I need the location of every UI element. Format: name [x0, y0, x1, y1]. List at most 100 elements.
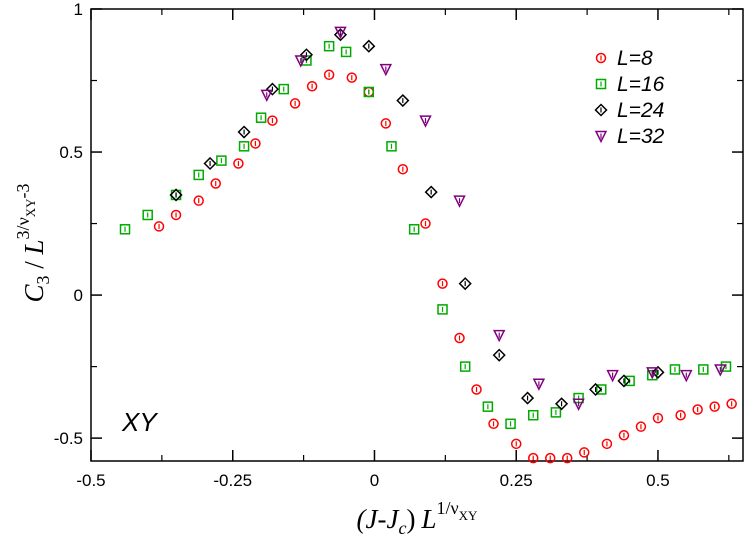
data-point-diamond [617, 374, 631, 388]
data-point-square [323, 40, 335, 52]
data-point-triangle-down [260, 89, 273, 102]
data-point-triangle-down [572, 398, 585, 411]
legend-marker-square [595, 78, 607, 90]
y-tick-label: 0.5 [59, 143, 83, 162]
data-point-square [550, 407, 562, 418]
plot-frame [90, 8, 744, 462]
data-point-circle [510, 438, 522, 450]
x-tick-label: -0.25 [213, 471, 252, 490]
data-point-triangle-down [606, 369, 619, 383]
data-point-square [119, 224, 131, 235]
series-diamond [169, 28, 665, 411]
data-point-diamond [651, 365, 665, 379]
x-axis-label: (J-Jc) L1/νXY [357, 498, 479, 538]
data-point-circle [488, 418, 499, 430]
data-point-diamond [424, 185, 438, 199]
data-point-square [527, 409, 539, 421]
data-point-diamond [203, 156, 217, 171]
legend-label: L=24 [617, 99, 664, 122]
data-point-circle [153, 221, 165, 232]
data-point-circle [193, 195, 204, 206]
data-point-triangle-down [646, 367, 659, 380]
xy-annotation: XY [121, 407, 158, 437]
legend: L=8 L=16 L=24 L=32 [594, 47, 665, 148]
data-series [119, 26, 737, 464]
data-point-square [278, 83, 290, 95]
y-axis-label: C3 / L3/νXY-3 [13, 184, 53, 303]
data-point-square [340, 46, 352, 58]
data-point-circle [420, 218, 431, 229]
data-point-diamond [555, 397, 569, 411]
data-point-circle [709, 401, 720, 412]
data-point-circle [527, 452, 539, 464]
data-point-square [596, 384, 607, 395]
legend-marker-diamond [594, 103, 608, 117]
legend-label: L=16 [617, 73, 665, 96]
data-point-circle [289, 98, 301, 109]
series-triangle-down [260, 26, 727, 411]
data-point-square [698, 364, 709, 375]
data-point-circle [635, 421, 647, 432]
data-point-circle [346, 72, 358, 83]
data-point-circle [692, 404, 703, 415]
x-tick-label: 0.5 [646, 471, 670, 490]
y-tick-label: -0.5 [54, 429, 83, 448]
data-point-circle [323, 69, 335, 81]
data-point-triangle-down [379, 63, 393, 77]
data-point-square [386, 141, 397, 152]
data-point-circle [170, 209, 182, 221]
data-point-circle [267, 115, 278, 126]
series-square [119, 40, 732, 430]
data-point-circle [306, 80, 318, 92]
data-point-circle [579, 447, 590, 458]
y-tick-label: 0 [74, 286, 83, 305]
data-point-diamond [333, 28, 348, 42]
data-point-diamond [265, 82, 279, 96]
data-point-diamond [299, 48, 314, 62]
data-point-diamond [169, 188, 183, 202]
y-tick-label: 1 [74, 0, 83, 19]
data-point-diamond [237, 125, 251, 139]
data-point-triangle-down [680, 369, 693, 383]
data-point-square [408, 224, 420, 235]
data-point-triangle-down [714, 364, 727, 377]
data-point-triangle-down [334, 26, 347, 40]
legend-label: L=8 [617, 47, 653, 70]
data-point-square [624, 375, 635, 387]
legend-label: L=32 [617, 125, 665, 148]
data-point-circle [544, 452, 556, 464]
data-point-circle [561, 452, 573, 464]
legend-marker-triangle-down [594, 130, 608, 144]
x-tick-label: 0.25 [500, 471, 533, 490]
data-point-square [437, 304, 448, 315]
data-point-circle [210, 178, 221, 189]
data-point-diamond [362, 39, 376, 53]
data-point-square [669, 364, 681, 375]
data-point-triangle-down [419, 115, 432, 128]
series-circle [153, 69, 737, 464]
data-point-circle [652, 412, 664, 424]
data-point-circle [601, 438, 613, 450]
axis-ticks [90, 8, 743, 461]
data-point-circle [675, 409, 686, 421]
data-point-square [459, 361, 471, 372]
data-point-circle [380, 118, 392, 129]
data-point-triangle-down [453, 195, 466, 208]
data-point-square [238, 141, 250, 152]
x-tick-label: 0 [370, 471, 379, 490]
data-point-circle [726, 398, 737, 410]
data-point-square [505, 418, 516, 430]
data-point-circle [471, 384, 482, 395]
data-point-diamond [396, 93, 410, 108]
data-point-diamond [458, 277, 472, 291]
data-point-square [482, 401, 494, 412]
data-point-circle [437, 278, 448, 289]
axis-tick-labels: -0.5 -0.25 0 0.25 0.5 -0.5 0 0.5 1 [54, 0, 670, 490]
data-point-triangle-down [532, 378, 546, 391]
data-point-circle [397, 163, 409, 175]
data-point-square [255, 112, 267, 123]
data-point-square [142, 209, 153, 221]
data-point-triangle-down [294, 55, 307, 68]
legend-marker-circle [595, 52, 607, 64]
